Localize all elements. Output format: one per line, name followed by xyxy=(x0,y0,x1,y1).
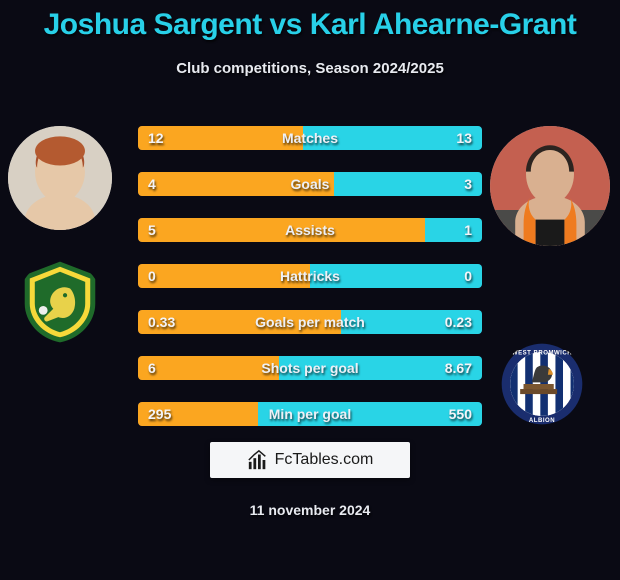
date-line: 11 november 2024 xyxy=(0,502,620,518)
stat-name: Goals xyxy=(138,172,482,196)
svg-text:ALBION: ALBION xyxy=(529,418,555,424)
stat-name: Min per goal xyxy=(138,402,482,426)
stat-row: 43Goals xyxy=(138,172,482,196)
stat-row: 0.330.23Goals per match xyxy=(138,310,482,334)
player-left-avatar xyxy=(8,126,112,230)
stat-name: Hattricks xyxy=(138,264,482,288)
club-badge-right: WEST BROMWICH ALBION xyxy=(500,342,584,426)
stat-name: Matches xyxy=(138,126,482,150)
club-badge-left xyxy=(18,260,102,344)
brand-text: FcTables.com xyxy=(275,451,374,469)
stats-rows: 1213Matches 43Goals 51Assists 00Hattricks 0.… xyxy=(138,126,482,426)
subtitle: Club competitions, Season 2024/2025 xyxy=(0,60,620,77)
stat-row: 51Assists xyxy=(138,218,482,242)
brand-badge: FcTables.com xyxy=(210,442,410,478)
stat-row: 1213Matches xyxy=(138,126,482,150)
brand-logo-icon xyxy=(247,449,269,471)
player-right-avatar xyxy=(490,126,610,246)
page-title: Joshua Sargent vs Karl Ahearne-Grant xyxy=(0,0,620,42)
stat-row: 295550Min per goal xyxy=(138,402,482,426)
stat-row: 68.67Shots per goal xyxy=(138,356,482,380)
stat-name: Goals per match xyxy=(138,310,482,334)
stat-name: Shots per goal xyxy=(138,356,482,380)
stat-name: Assists xyxy=(138,218,482,242)
stat-row: 00Hattricks xyxy=(138,264,482,288)
svg-text:WEST BROMWICH: WEST BROMWICH xyxy=(512,351,572,357)
